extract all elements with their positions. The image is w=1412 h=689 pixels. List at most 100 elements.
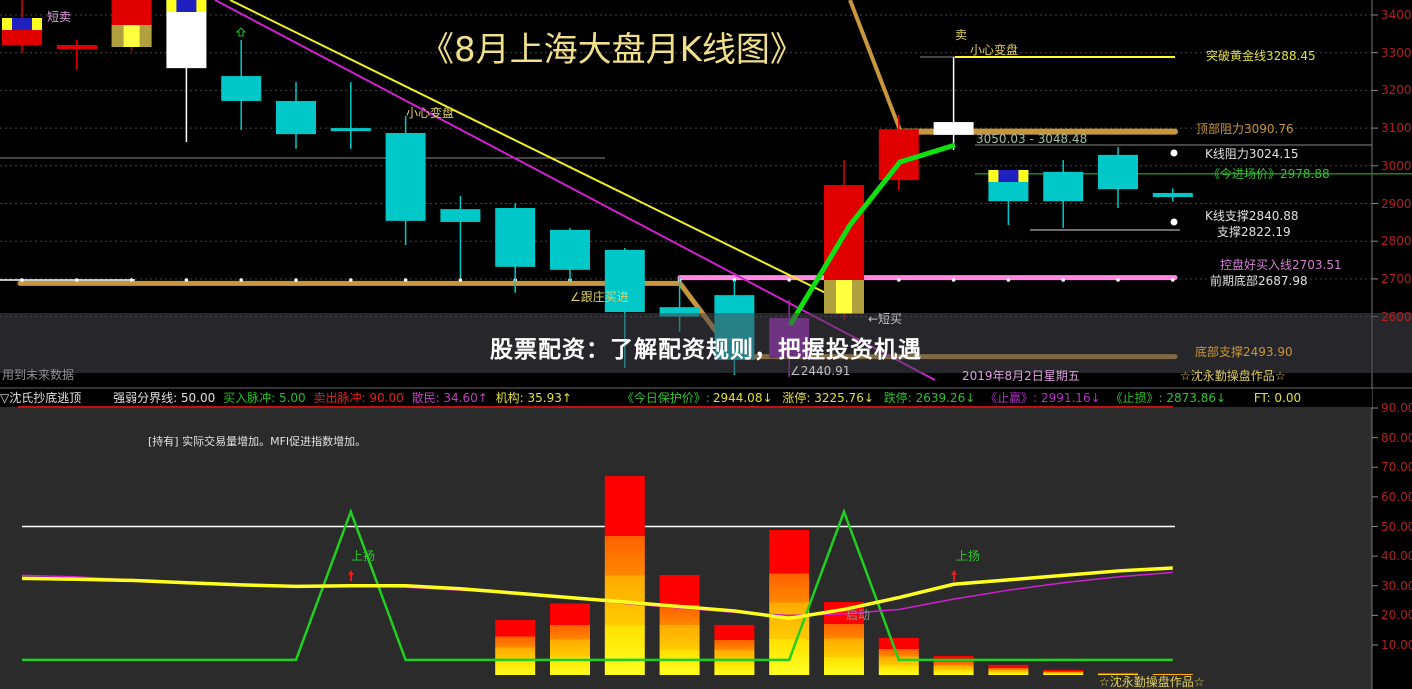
indicator-name[interactable]: ▽沈氏抄底逃顶 — [0, 391, 82, 405]
signal-cap — [176, 0, 197, 12]
volume-bar — [1043, 669, 1084, 675]
candle-body — [878, 129, 919, 181]
volume-bar — [1098, 672, 1138, 675]
price-tick-label: 2900 — [1381, 196, 1412, 211]
ft-value: FT: 0.00 — [1253, 391, 1302, 405]
price-tick-label: 3000 — [1381, 158, 1412, 173]
yellow-line — [21, 566, 1173, 621]
indicator-underline — [18, 406, 1173, 408]
level-dot — [75, 278, 79, 282]
volume-bar — [769, 530, 810, 675]
indicator-tick-label: 80.00 — [1381, 430, 1412, 445]
candle-body — [1152, 192, 1193, 198]
limit-down-value: 跌停: 2639.26↓ — [883, 391, 976, 405]
candle-body — [330, 128, 371, 132]
k-support-label: K线支撑2840.88 — [1205, 209, 1299, 223]
divide-value: 强弱分界线: 50.00 — [113, 391, 216, 405]
short-sell-label: 短卖 — [47, 10, 72, 24]
price-tick-label: 3100 — [1381, 121, 1412, 136]
level-dot — [20, 278, 24, 282]
future-data-label: 用到未来数据 — [2, 368, 75, 382]
red-arrow-icon — [348, 570, 354, 581]
careful-change-label-2: 小心变盘 — [970, 43, 1019, 57]
range-label: 3050.03 - 3048.48 — [976, 132, 1088, 146]
buy-pulse-value: 买入脉冲: 5.00 — [223, 391, 306, 405]
candle-body — [440, 209, 481, 222]
candle-body — [604, 249, 645, 313]
lower-author-label: ☆沈永勤操盘作品☆ — [1099, 675, 1205, 689]
prior-bottom-label: 前期底部2687.98 — [1210, 274, 1308, 288]
marker-dot — [1170, 149, 1178, 157]
candle-body — [550, 229, 590, 270]
red-arrow-icon — [951, 570, 957, 581]
follow-buy-label: ∠跟庄买进 — [570, 290, 629, 304]
indicator-tick-label: 70.00 — [1381, 460, 1412, 475]
volume-bar — [659, 575, 700, 675]
signal-cap — [998, 170, 1019, 182]
indicator-tick-label: 20.00 — [1381, 608, 1412, 623]
candle-body — [276, 100, 316, 135]
chart-title: 《8月上海大盘月K线图》 — [420, 30, 804, 70]
volume-bar — [988, 664, 1029, 675]
top-resistance-label: 顶部阻力3090.76 — [1196, 122, 1294, 136]
signal-cap — [836, 280, 852, 314]
level-dot — [1116, 278, 1120, 282]
candle-body — [495, 208, 536, 267]
entry-price-label: 《今进场价》2978.88 — [1208, 167, 1330, 181]
indicator-tick-label: 60.00 — [1381, 489, 1412, 504]
bottom-support-label: 底部支撑2493.90 — [1195, 345, 1293, 359]
limit-up-value: 涨停: 3225.76↓ — [782, 391, 874, 405]
candle-body — [221, 76, 262, 101]
short-buy-label: ←短买 — [868, 312, 903, 326]
price-tick-label: 3400 — [1381, 8, 1412, 22]
volume-bar — [1152, 673, 1193, 675]
level-dot — [1061, 278, 1065, 282]
level-dot — [1006, 278, 1011, 282]
level-dot — [184, 278, 189, 282]
down-arrow-icon — [235, 27, 247, 37]
rise-label-2: 上扬 — [956, 549, 981, 563]
support-label: 支撑2822.19 — [1217, 225, 1291, 239]
level-dot — [787, 278, 791, 282]
rise-label-1: 上扬 — [351, 549, 376, 563]
protect-label: 《今日保护价》: — [621, 391, 710, 405]
signal-cap — [123, 25, 140, 47]
low-mark-label: ∠2440.91 — [790, 364, 851, 378]
level-dot — [129, 278, 134, 282]
indicator-tick-label: 40.00 — [1381, 549, 1412, 564]
level-dot — [732, 278, 737, 282]
signal-cap — [57, 45, 97, 49]
breakout-gold-label: 突破黄金线3288.45 — [1206, 49, 1316, 63]
price-tick-label: 3300 — [1381, 45, 1412, 60]
level-dot — [349, 278, 353, 282]
level-dot — [897, 278, 901, 282]
level-dot — [239, 278, 243, 282]
careful-change-label: 小心变盘 — [406, 106, 455, 120]
date-label: 2019年8月2日星期五 — [962, 369, 1080, 383]
candle-body — [385, 133, 426, 221]
sell-pulse-value: 卖出脉冲: 90.00 — [313, 391, 404, 405]
control-buy-label: 控盘好买入线2703.51 — [1220, 258, 1342, 272]
retail-value: 散民: 34.60↑ — [411, 391, 488, 405]
take-profit-value: 《止赢》: 2991.16↓ — [985, 391, 1101, 405]
indicator-tick-label: 10.00 — [1381, 638, 1412, 652]
level-dot — [294, 278, 298, 282]
level-dot — [458, 278, 463, 282]
volume-bar — [714, 624, 755, 675]
stop-loss-value: 《止损》: 2873.86↓ — [1110, 391, 1227, 405]
price-tick-label: 2600 — [1381, 309, 1412, 324]
price-tick-label: 3200 — [1381, 83, 1412, 98]
price-tick-label: 2700 — [1381, 271, 1412, 286]
yellow-trendline — [229, 0, 841, 301]
candle-body — [1043, 171, 1084, 202]
gold-trendline — [848, 0, 902, 131]
price-tick-label: 2800 — [1381, 234, 1412, 249]
marker-dot — [1170, 218, 1178, 226]
volume-bar — [604, 476, 645, 675]
signal-line — [22, 508, 1173, 662]
level-dot — [1171, 278, 1175, 282]
green-trend — [787, 142, 956, 327]
institution-value: 机构: 35.93↑ — [495, 391, 572, 405]
sell-label: 卖 — [955, 28, 968, 42]
title-banner — [0, 313, 1412, 373]
